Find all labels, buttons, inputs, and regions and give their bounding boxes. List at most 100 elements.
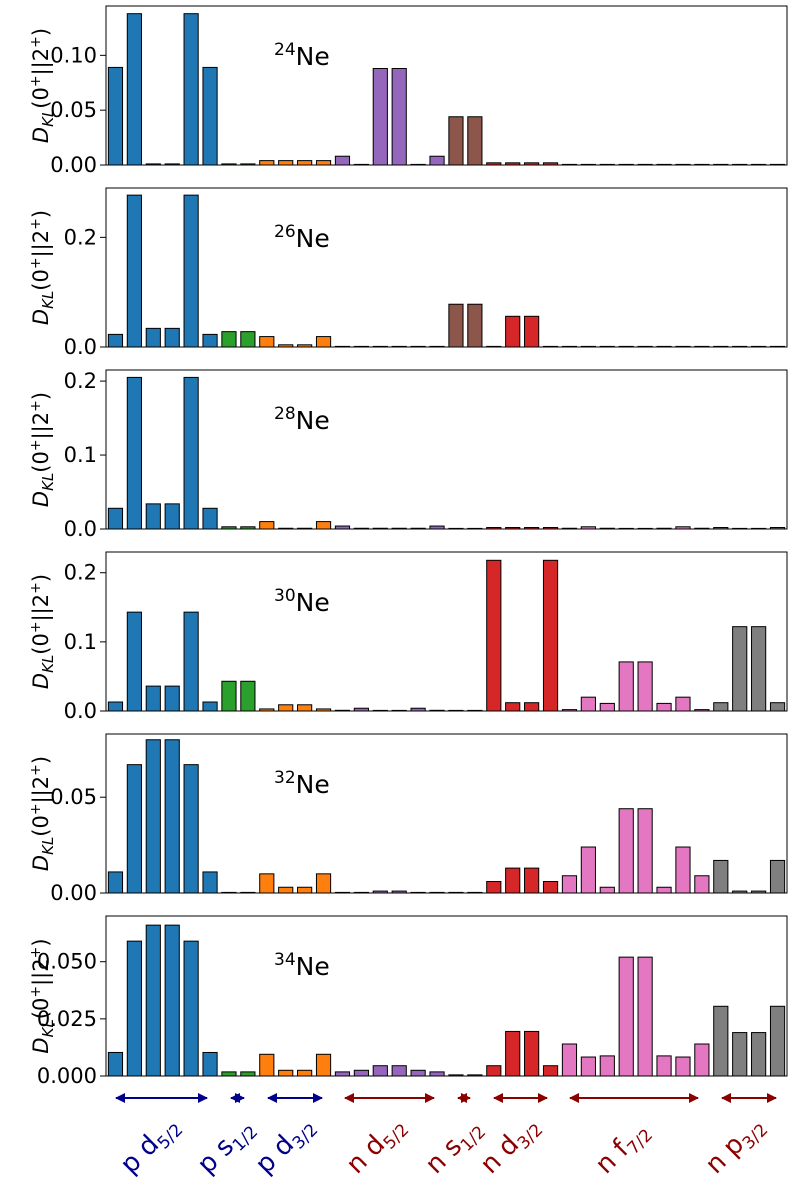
bar-32ne-1 <box>107 871 124 894</box>
bar-34ne-5 <box>183 940 199 1077</box>
bar-28ne-3 <box>145 503 161 530</box>
orbital-label-p-d32: p d3/2 <box>250 1110 323 1183</box>
bar-32ne-32 <box>694 875 710 894</box>
axes-frame <box>105 551 788 712</box>
y-tick-label: 0.2 <box>64 561 97 585</box>
orbital-annotations: p d5/2 p s1/2p d3/2 n d5/2 n s1/2n d3/2 n f7… <box>115 1093 777 1183</box>
bar-26ne-23 <box>524 315 540 348</box>
bar-30ne-21 <box>486 559 502 712</box>
bar-30ne-6 <box>202 701 218 712</box>
orbital-label-p-s12: p s1/2 <box>192 1112 262 1182</box>
bar-34ne-29 <box>637 956 653 1077</box>
y-axis-label: DKL(0+||2+) <box>28 574 57 689</box>
axes-frame <box>105 915 788 1077</box>
bar-34ne-14 <box>353 1069 369 1077</box>
bar-34ne-30 <box>656 1055 672 1077</box>
bar-32ne-6 <box>202 871 218 894</box>
bar-30ne-34 <box>732 626 748 712</box>
bar-32ne-27 <box>599 886 615 894</box>
bar-32ne-28 <box>618 808 634 894</box>
bar-30ne-29 <box>637 661 653 712</box>
bar-24ne-11 <box>297 160 313 166</box>
bar-26ne-2 <box>126 194 142 348</box>
panel-title: 28Ne <box>274 404 330 435</box>
orbital-label-n-d52: n d5/2 <box>341 1110 414 1183</box>
bar-26ne-22 <box>505 315 521 348</box>
bar-30ne-22 <box>505 702 521 712</box>
bar-34ne-23 <box>524 1030 540 1077</box>
bar-34ne-15 <box>372 1065 388 1077</box>
bar-30ne-11 <box>297 704 313 712</box>
bar-34ne-34 <box>732 1032 748 1077</box>
bar-34ne-6 <box>202 1051 218 1077</box>
bar-34ne-2 <box>126 940 142 1077</box>
bar-28ne-12 <box>315 521 332 530</box>
bar-32ne-11 <box>297 886 313 894</box>
bar-34ne-17 <box>410 1069 426 1077</box>
bar-26ne-5 <box>183 194 199 348</box>
panel-title: 30Ne <box>274 586 330 617</box>
bar-30ne-4 <box>164 685 180 712</box>
panel-title: 34Ne <box>274 950 330 981</box>
bar-24ne-16 <box>391 68 407 166</box>
bar-30ne-1 <box>107 701 124 712</box>
y-tick-label: 0.00 <box>50 153 97 177</box>
y-axis-label: DKL(0+||2+) <box>28 938 57 1053</box>
bar-32ne-30 <box>656 886 672 894</box>
orbital-label-n-p32: n p3/2 <box>700 1110 773 1183</box>
y-axis-label: DKL(0+||2+) <box>28 28 57 143</box>
axes-frame <box>105 187 788 348</box>
bar-34ne-33 <box>713 1005 729 1077</box>
y-tick-label: 0.1 <box>64 630 97 654</box>
bar-30ne-5 <box>183 611 199 712</box>
bar-24ne-12 <box>315 160 332 166</box>
bar-34ne-31 <box>675 1056 691 1077</box>
orbital-label-n-s12: n s1/2 <box>420 1112 490 1182</box>
bar-34ne-10 <box>278 1069 294 1077</box>
bar-34ne-28 <box>618 956 634 1077</box>
bar-30ne-7 <box>221 680 237 712</box>
bar-34ne-13 <box>334 1071 351 1077</box>
bar-32ne-4 <box>164 739 180 894</box>
bar-34ne-32 <box>694 1043 710 1077</box>
bar-24ne-15 <box>372 68 388 166</box>
bar-26ne-1 <box>107 333 124 348</box>
y-tick-label: 0.2 <box>64 369 97 393</box>
bar-34ne-26 <box>580 1056 596 1077</box>
y-tick-label: 0.0 <box>64 517 97 541</box>
bar-34ne-22 <box>505 1030 521 1077</box>
bar-34ne-11 <box>297 1069 313 1077</box>
y-tick-label: 0.10 <box>50 43 97 67</box>
bar-28ne-2 <box>126 376 142 530</box>
y-axis-label: DKL(0+||2+) <box>28 756 57 871</box>
bar-24ne-20 <box>467 116 483 166</box>
bar-26ne-3 <box>145 327 161 348</box>
y-axis-label: DKL(0+||2+) <box>28 210 57 325</box>
orbital-label-n-d32: n d3/2 <box>475 1110 548 1183</box>
bar-34ne-36 <box>769 1005 786 1077</box>
bar-32ne-29 <box>637 808 653 894</box>
bar-34ne-3 <box>145 924 161 1077</box>
y-tick-label: 0.05 <box>50 98 97 122</box>
bar-32ne-23 <box>524 867 540 894</box>
bar-32ne-5 <box>183 764 199 894</box>
bar-30ne-24 <box>542 559 559 712</box>
axes-frame <box>105 5 788 166</box>
y-tick-label: 0.0 <box>64 699 97 723</box>
panel-title: 24Ne <box>274 40 330 71</box>
bar-34ne-24 <box>542 1065 559 1077</box>
bar-24ne-2 <box>126 13 142 166</box>
y-tick-label: 0.05 <box>50 785 97 809</box>
bar-26ne-8 <box>240 331 256 348</box>
bar-32ne-24 <box>542 881 559 894</box>
bar-34ne-12 <box>315 1053 332 1077</box>
bar-24ne-19 <box>448 116 464 166</box>
bar-32ne-21 <box>486 881 502 894</box>
bar-30ne-36 <box>769 702 786 712</box>
bar-34ne-4 <box>164 924 180 1077</box>
bar-24ne-9 <box>259 160 275 166</box>
bar-28ne-5 <box>183 376 199 530</box>
